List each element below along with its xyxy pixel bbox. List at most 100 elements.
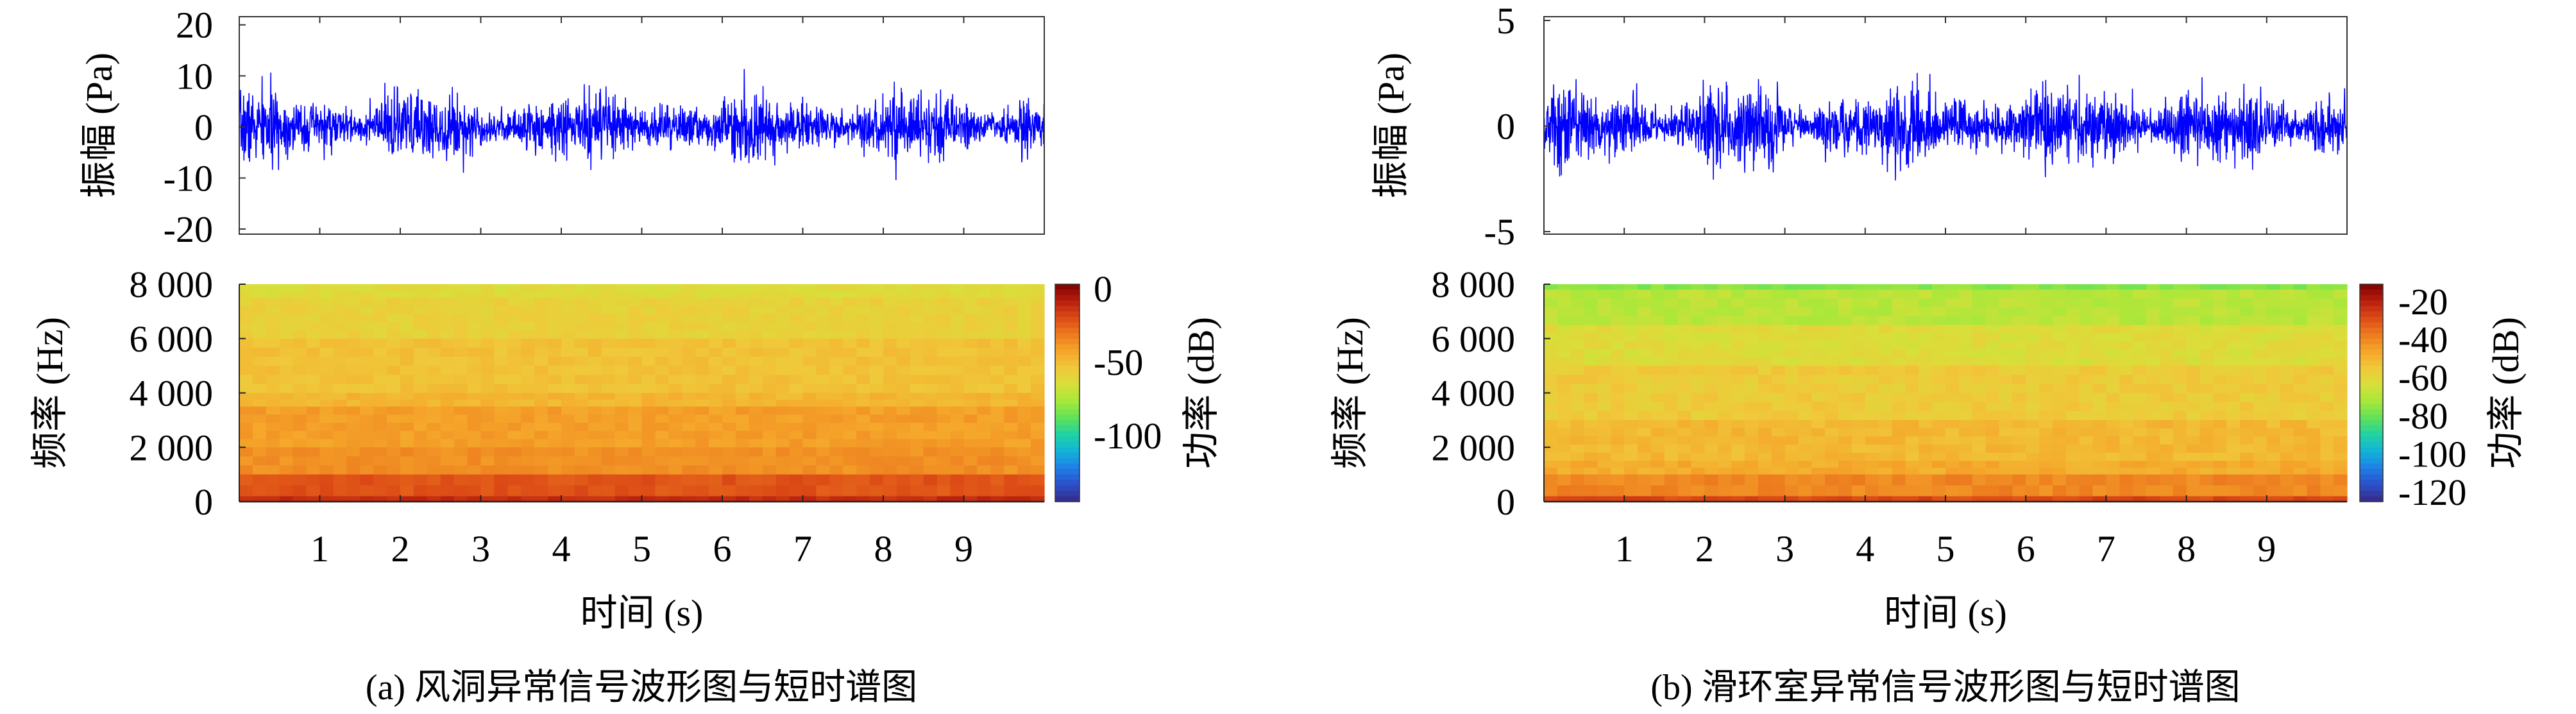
spectrogram-cell	[1004, 496, 1018, 502]
spectrogram-cell	[1838, 445, 1852, 454]
spectrogram-cell	[762, 384, 777, 394]
spectrogram-cell	[2240, 411, 2254, 421]
spectrogram-cell	[1919, 485, 1933, 497]
spectrogram-cell	[1677, 496, 1692, 502]
spectrogram-cell	[775, 291, 790, 298]
spectrogram-cell	[2320, 445, 2334, 454]
spectrogram-cell	[427, 291, 441, 298]
spectrogram-cell	[816, 393, 830, 400]
spectrogram-cell	[1584, 325, 1598, 334]
spectrogram-cell	[775, 474, 790, 486]
spectrogram-cell	[1611, 420, 1625, 429]
spectrogram-cell	[896, 414, 911, 423]
spectrogram-cell	[2092, 357, 2106, 366]
spectrogram-cell	[682, 430, 696, 440]
spectrogram-cell	[239, 423, 253, 432]
spectrogram-cell	[1905, 445, 1919, 454]
spectrogram-cell	[561, 338, 575, 348]
spectrogram-cell	[2039, 341, 2053, 350]
spectrogram-cell	[507, 357, 521, 366]
spectrogram-cell	[1031, 284, 1045, 292]
spectrogram-cell	[1811, 307, 1826, 317]
spectrogram-cell	[1945, 468, 1960, 475]
spectrogram-cell	[762, 338, 777, 348]
spectrogram-cell	[1878, 289, 1893, 299]
spectrogram-cell	[1597, 428, 1611, 437]
spectrogram-cell	[910, 465, 924, 475]
spectrogram-cell	[1771, 284, 1786, 291]
spectrogram-cell	[641, 406, 656, 415]
spectrogram-cell	[1932, 428, 1946, 437]
spectrogram-cell	[936, 284, 951, 292]
spectrogram-cell	[548, 439, 562, 448]
spectrogram-cell	[588, 375, 602, 384]
spectrogram-cell	[1758, 289, 1772, 299]
spectrogram-cell	[1878, 307, 1893, 317]
spectrogram-cell	[387, 338, 401, 348]
spectrogram-cell	[816, 305, 830, 315]
spectrogram-cell	[990, 439, 1004, 448]
spectrogram-cell	[400, 400, 414, 407]
spectrogram-cell	[2280, 384, 2294, 394]
spectrogram-cell	[856, 430, 870, 440]
spectrogram-cell	[400, 496, 414, 502]
spectrogram-cell	[1544, 284, 1558, 291]
spectrogram-cell	[2052, 349, 2067, 358]
spectrogram-cell	[856, 439, 870, 448]
spectrogram-cell	[2159, 485, 2174, 497]
spectrogram-cell	[1745, 333, 1759, 342]
spectrogram-cell	[507, 314, 521, 323]
spectrogram-cell	[1958, 384, 1973, 394]
spectrogram-cell	[963, 447, 978, 457]
spectrogram-cell	[614, 298, 629, 307]
spectrogram-cell	[1838, 298, 1852, 308]
spectrogram-cell	[400, 474, 414, 486]
spectrogram-cell	[1624, 316, 1638, 326]
spectrogram-cell	[1905, 468, 1919, 475]
spectrogram-cell	[480, 366, 495, 375]
spectrogram-cell	[2226, 485, 2241, 497]
spectrogram-cell	[548, 338, 562, 348]
y-tick-label: 8 000	[130, 264, 214, 305]
spectrogram-cell	[1985, 393, 2000, 403]
spectrogram-cell	[2106, 384, 2120, 394]
spectrogram-cell	[1584, 485, 1598, 497]
colorbar-tick-label: -120	[2398, 472, 2466, 513]
spectrogram-cell	[1677, 375, 1692, 384]
spectrogram-cell	[614, 393, 629, 400]
spectrogram-cell	[534, 439, 548, 448]
spectrogram-cell	[1932, 316, 1946, 326]
colorbar-swatch	[1055, 480, 1080, 486]
spectrogram-cell	[279, 406, 294, 415]
spectrogram-cell	[856, 485, 870, 497]
spectrogram-cell	[1017, 485, 1031, 497]
x-axis-label: 时间 (s)	[1884, 592, 2007, 634]
spectrogram-cell	[2199, 333, 2214, 342]
spectrogram-cell	[749, 357, 763, 366]
spectrogram-cell	[1584, 474, 1598, 486]
spectrogram-cell	[977, 338, 991, 348]
spectrogram-cell	[534, 347, 548, 357]
spectrogram-cell	[816, 284, 830, 292]
spectrogram-cell	[802, 456, 817, 466]
spectrogram-cell	[239, 330, 253, 339]
spectrogram-cell	[1958, 402, 1973, 412]
spectrogram-cell	[1985, 485, 2000, 497]
spectrogram-cell	[1677, 341, 1692, 350]
spectrogram-cell	[870, 393, 884, 400]
spectrogram-cell	[333, 338, 347, 348]
spectrogram-cell	[548, 485, 562, 497]
spectrogram-cell	[749, 384, 763, 394]
spectrogram-cell	[2026, 316, 2040, 326]
spectrogram-cell	[2146, 333, 2160, 342]
spectrogram-cell	[1624, 289, 1638, 299]
spectrogram-cell	[963, 384, 978, 394]
spectrogram-cell	[816, 439, 830, 448]
spectrogram-cell	[789, 447, 804, 457]
spectrogram-cell	[1771, 411, 1786, 421]
spectrogram-cell	[440, 357, 455, 366]
spectrogram-cell	[2092, 420, 2106, 429]
spectrogram-cell	[2173, 349, 2187, 358]
spectrogram-cell	[802, 423, 817, 432]
spectrogram-cell	[1650, 366, 1665, 375]
